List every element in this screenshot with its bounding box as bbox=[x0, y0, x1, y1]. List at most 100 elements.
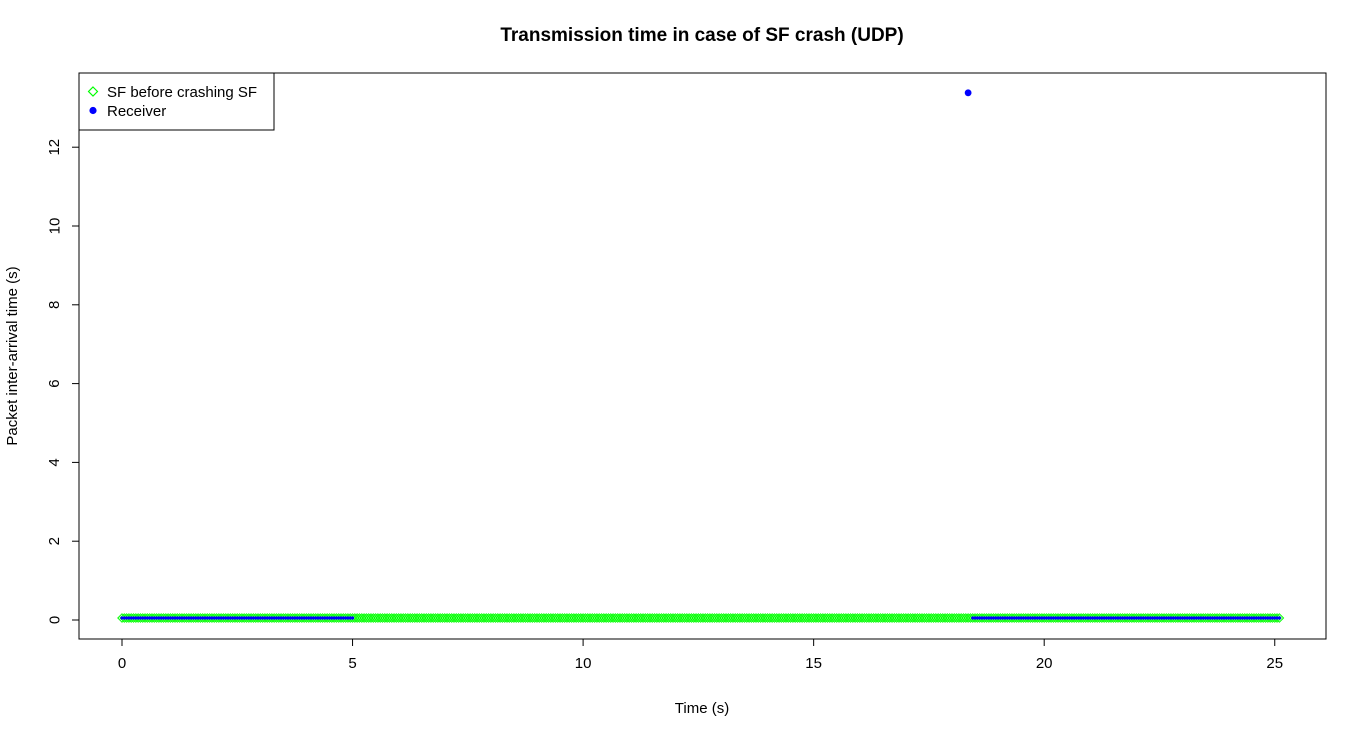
data-point-sf bbox=[458, 613, 469, 623]
data-point-sf bbox=[774, 613, 784, 623]
data-point-sf bbox=[382, 613, 393, 623]
data-point-receiver bbox=[1139, 616, 1143, 620]
data-point-receiver bbox=[173, 616, 177, 620]
data-point-receiver bbox=[178, 616, 182, 620]
data-point-receiver bbox=[304, 616, 309, 620]
data-point-sf bbox=[753, 613, 764, 623]
data-point-receiver bbox=[1061, 616, 1065, 620]
data-point-receiver bbox=[1014, 616, 1019, 620]
data-point-sf bbox=[843, 613, 854, 623]
data-point-sf bbox=[894, 613, 904, 623]
data-point-receiver bbox=[1044, 616, 1049, 620]
data-point-sf bbox=[582, 613, 593, 623]
data-point-receiver bbox=[1183, 616, 1187, 620]
data-point-sf bbox=[525, 613, 535, 623]
data-point-receiver bbox=[240, 616, 244, 620]
data-point-sf bbox=[389, 613, 399, 623]
data-point-sf bbox=[363, 613, 374, 623]
data-point-sf bbox=[926, 613, 937, 623]
data-point-receiver bbox=[1273, 616, 1277, 620]
data-point-receiver bbox=[1229, 616, 1233, 620]
data-point-receiver bbox=[297, 616, 302, 620]
data-point-receiver bbox=[187, 616, 191, 620]
data-point-sf bbox=[907, 613, 918, 623]
data-point-receiver bbox=[194, 616, 198, 620]
data-point-receiver bbox=[346, 616, 350, 620]
data-point-receiver bbox=[316, 616, 320, 620]
data-point-receiver bbox=[991, 616, 996, 620]
data-point-sf bbox=[670, 613, 681, 623]
data-point-receiver bbox=[1201, 616, 1205, 620]
data-point-receiver bbox=[244, 616, 249, 620]
data-point-receiver bbox=[348, 616, 352, 620]
data-point-sf bbox=[557, 613, 568, 623]
data-point-receiver bbox=[1095, 616, 1099, 620]
data-point-receiver bbox=[261, 616, 265, 620]
data-point-sf bbox=[481, 613, 492, 623]
plot-frame bbox=[78, 72, 1327, 640]
data-point-receiver bbox=[286, 616, 290, 620]
data-point-sf bbox=[822, 613, 833, 623]
data-point-receiver bbox=[263, 616, 267, 620]
data-point-sf bbox=[686, 613, 697, 623]
data-point-sf bbox=[504, 613, 515, 623]
data-point-sf bbox=[734, 613, 745, 623]
data-point-receiver bbox=[1180, 616, 1185, 620]
data-point-receiver bbox=[131, 616, 136, 620]
data-point-receiver bbox=[350, 616, 355, 620]
data-point-receiver bbox=[1017, 616, 1021, 620]
data-point-sf bbox=[421, 613, 432, 623]
data-point-receiver bbox=[323, 616, 327, 620]
data-point-sf bbox=[472, 613, 482, 623]
data-point-sf bbox=[813, 613, 824, 623]
data-point-sf bbox=[661, 613, 672, 623]
data-point-sf bbox=[960, 613, 971, 623]
data-point-sf bbox=[359, 613, 369, 623]
data-point-sf bbox=[698, 613, 708, 623]
data-point-sf bbox=[896, 613, 907, 623]
data-point-receiver bbox=[141, 616, 145, 620]
data-point-receiver bbox=[208, 616, 212, 620]
data-point-receiver bbox=[1123, 616, 1127, 620]
data-point-sf bbox=[518, 613, 529, 623]
data-point-receiver bbox=[1197, 616, 1201, 620]
data-point-sf bbox=[877, 613, 888, 623]
data-point-sf bbox=[935, 613, 946, 623]
data-point-sf bbox=[914, 613, 925, 623]
data-point-receiver bbox=[1019, 616, 1023, 620]
data-point-sf bbox=[430, 613, 441, 623]
data-point-receiver bbox=[1072, 616, 1076, 620]
data-point-sf bbox=[605, 613, 616, 623]
data-point-sf bbox=[781, 613, 791, 623]
data-point-sf bbox=[562, 613, 572, 623]
data-point-receiver bbox=[224, 616, 228, 620]
y-axis: 0 2 4 6 8 10 12 bbox=[46, 139, 80, 624]
data-point-sf bbox=[354, 613, 365, 623]
data-point-receiver bbox=[159, 616, 163, 620]
data-point-receiver bbox=[327, 616, 332, 620]
data-point-sf bbox=[709, 613, 720, 623]
data-point-receiver bbox=[210, 616, 214, 620]
data-point-receiver bbox=[307, 616, 311, 620]
data-point-receiver bbox=[994, 616, 998, 620]
data-point-receiver bbox=[279, 616, 283, 620]
data-point-receiver bbox=[1192, 616, 1196, 620]
data-point-receiver bbox=[1111, 616, 1115, 620]
y-tick-label: 2 bbox=[46, 537, 63, 545]
data-point-sf bbox=[824, 613, 835, 623]
data-point-sf bbox=[543, 613, 554, 623]
y-tick-label: 0 bbox=[46, 616, 63, 624]
data-point-sf bbox=[688, 613, 699, 623]
data-point-receiver bbox=[1088, 616, 1092, 620]
data-point-sf bbox=[386, 613, 397, 623]
data-point-sf bbox=[414, 613, 425, 623]
data-point-sf bbox=[817, 613, 828, 623]
data-point-sf bbox=[453, 613, 464, 623]
data-point-sf bbox=[933, 613, 944, 623]
data-point-sf bbox=[656, 613, 667, 623]
data-point-sf bbox=[910, 613, 920, 623]
data-point-receiver bbox=[1127, 616, 1132, 620]
data-point-sf bbox=[711, 613, 722, 623]
data-point-sf bbox=[439, 613, 450, 623]
